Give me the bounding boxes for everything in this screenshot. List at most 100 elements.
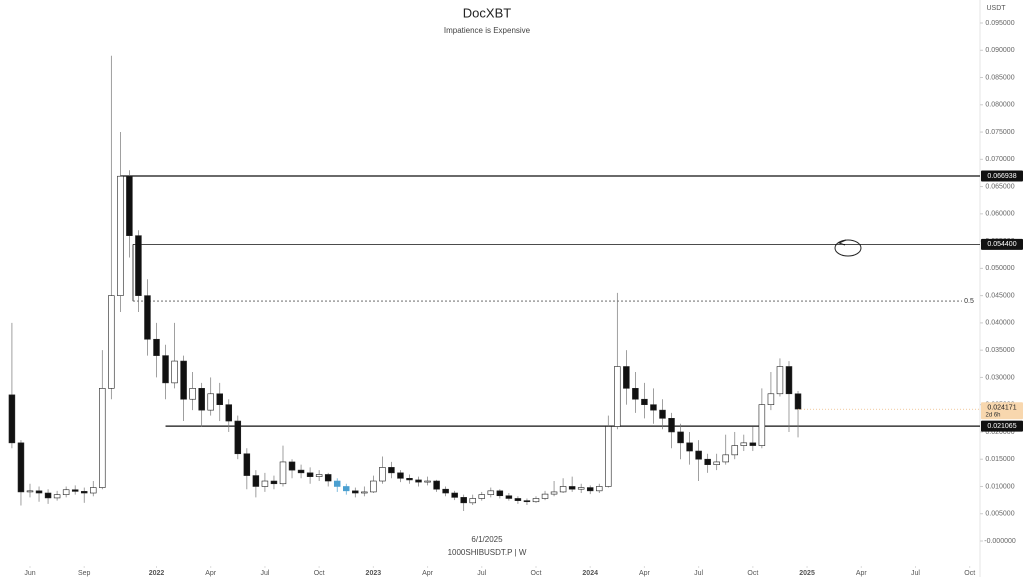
candle-body bbox=[586, 487, 594, 492]
level-label-box bbox=[981, 238, 1023, 250]
candle-body bbox=[632, 388, 639, 400]
x-tick-label: 2024 bbox=[582, 570, 598, 577]
candle-body bbox=[44, 492, 52, 499]
candle-body bbox=[71, 489, 79, 492]
candle-body bbox=[496, 490, 504, 497]
symbol-label: 1000SHIBUSDT.P | W bbox=[448, 548, 527, 557]
candle-body bbox=[99, 388, 106, 488]
level-label-box bbox=[981, 420, 1023, 432]
candle-body bbox=[126, 175, 133, 236]
candle-body bbox=[388, 467, 395, 474]
y-tick-label: 0.090000 bbox=[985, 47, 1014, 54]
candle-body bbox=[8, 394, 16, 444]
x-tick-label: 2025 bbox=[799, 570, 815, 577]
x-tick-label: Oct bbox=[314, 570, 325, 577]
candle-body bbox=[749, 442, 757, 446]
y-tick-label: 0.050000 bbox=[985, 265, 1014, 272]
candle-body bbox=[333, 480, 341, 487]
candle-body bbox=[189, 388, 196, 400]
candle-body bbox=[559, 486, 567, 493]
candle-body bbox=[758, 404, 766, 446]
y-tick-label: 0.080000 bbox=[985, 102, 1014, 109]
candle-body bbox=[415, 479, 422, 483]
x-tick-label: Apr bbox=[856, 570, 868, 577]
candle-body bbox=[361, 491, 368, 494]
candle-body bbox=[433, 480, 440, 490]
candle-body bbox=[180, 360, 187, 400]
x-tick-label: Jul bbox=[694, 570, 703, 577]
countdown-label: 2d 6h bbox=[985, 412, 1000, 418]
candle-body bbox=[108, 295, 115, 389]
candle-body bbox=[514, 498, 522, 501]
candle-body bbox=[767, 393, 775, 405]
x-tick-label: Jun bbox=[24, 570, 35, 577]
y-tick-label: -0.000000 bbox=[984, 538, 1016, 545]
candle-body bbox=[776, 366, 784, 395]
x-tick-label: Apr bbox=[639, 570, 651, 577]
x-tick-label: 2022 bbox=[149, 570, 165, 577]
y-tick-label: 0.065000 bbox=[985, 183, 1014, 190]
candle-body bbox=[162, 355, 169, 384]
candle-body bbox=[171, 360, 178, 384]
x-tick-label: Jul bbox=[911, 570, 920, 577]
candle-body bbox=[605, 426, 612, 487]
chart-title: DocXBT bbox=[463, 5, 511, 20]
candle-body bbox=[306, 472, 314, 477]
y-tick-label: 0.085000 bbox=[985, 74, 1014, 81]
candle-body bbox=[541, 493, 549, 499]
candle-body bbox=[216, 393, 223, 405]
candle-body bbox=[53, 494, 61, 499]
candle-body bbox=[577, 487, 585, 490]
candle-body bbox=[379, 467, 386, 482]
candle-body bbox=[695, 450, 702, 460]
candle-body bbox=[478, 494, 486, 499]
y-tick-label: 0.005000 bbox=[985, 511, 1014, 518]
candle-body bbox=[686, 442, 693, 452]
candle-body bbox=[35, 490, 43, 494]
candle-body bbox=[785, 366, 793, 395]
y-tick-label: 0.020000 bbox=[985, 429, 1014, 436]
candle-body bbox=[297, 469, 305, 474]
candle-body bbox=[568, 486, 576, 490]
candle-body bbox=[198, 388, 205, 411]
level-label: 0.021065 bbox=[987, 423, 1016, 430]
last-price-label: 0.024171 bbox=[987, 405, 1016, 412]
candle-body bbox=[451, 492, 458, 498]
candle-body bbox=[614, 366, 621, 427]
unit-label: USDT bbox=[986, 5, 1006, 12]
candle-body bbox=[243, 453, 251, 476]
candle-body bbox=[343, 486, 350, 492]
x-tick-label: Oct bbox=[747, 570, 758, 577]
candle-body bbox=[324, 474, 332, 482]
y-tick-label: 0.070000 bbox=[985, 156, 1014, 163]
level-label: 0.054400 bbox=[987, 241, 1016, 248]
candle-body bbox=[370, 480, 377, 493]
candle-body bbox=[315, 474, 323, 477]
candle-body bbox=[442, 488, 449, 494]
annotation-circle bbox=[834, 239, 862, 257]
candle-body bbox=[62, 489, 70, 495]
x-tick-label: Sep bbox=[78, 570, 91, 577]
y-tick-label: 0.040000 bbox=[985, 320, 1014, 327]
candle-body bbox=[26, 490, 34, 493]
candle-body bbox=[80, 491, 88, 494]
y-tick-label: 0.035000 bbox=[985, 347, 1014, 354]
y-tick-label: 0.060000 bbox=[985, 211, 1014, 218]
candle-body bbox=[90, 487, 97, 494]
candle-body bbox=[252, 475, 260, 487]
x-tick-label: Jul bbox=[260, 570, 269, 577]
candle-body bbox=[740, 442, 748, 446]
x-tick-label: Apr bbox=[205, 570, 217, 577]
x-tick-label: Apr bbox=[422, 570, 434, 577]
level-label-box bbox=[981, 170, 1023, 182]
candle-body bbox=[117, 175, 124, 296]
candle-body bbox=[288, 461, 296, 471]
fib-label: 0.5 bbox=[964, 298, 974, 305]
candle-body bbox=[397, 472, 404, 479]
candle-body bbox=[623, 366, 630, 389]
candle-body bbox=[794, 393, 802, 410]
candle-body bbox=[677, 431, 684, 444]
